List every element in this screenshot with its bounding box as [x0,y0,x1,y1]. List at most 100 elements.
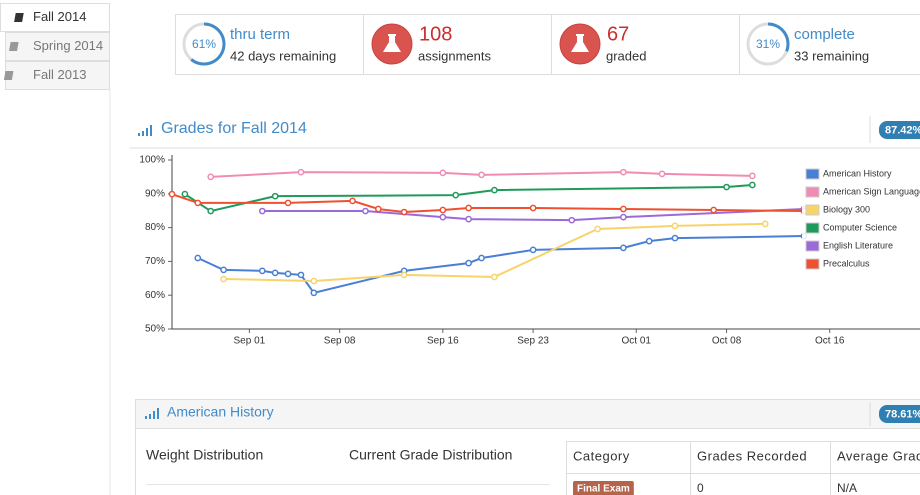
data-point [349,197,356,205]
legend-swatch [805,222,820,234]
data-point [271,192,279,200]
legend-label: Computer Science [823,222,897,232]
legend-label: English Literature [823,240,893,250]
data-point [400,208,408,216]
legend-label: American History [823,168,892,178]
legend-swatch [805,168,820,180]
column-header: Grades Recorded [697,448,807,463]
sidebar-tab[interactable]: Fall 2014 [0,3,110,32]
category-label: Final Exam [577,484,630,495]
legend-label: Biology 300 [823,204,870,214]
weight-heading: Weight Distribution [146,447,263,463]
panel-title: American History [167,404,274,420]
x-tick-label: Sep 16 [427,336,459,347]
data-point [258,207,266,215]
ring-arc [767,22,790,52]
sidebar-tab[interactable]: Fall 2013 [3,61,110,90]
data-point [220,266,227,274]
data-point [568,216,576,224]
stat-subtitle: 42 days remaining [230,48,336,63]
data-point [362,207,369,215]
data-point [658,170,666,178]
legend-swatch [805,240,820,252]
panel-title: Grades for Fall 2014 [161,120,307,137]
legend-label: Precalculus [823,258,870,268]
data-point [374,205,382,213]
stat-title: thru term [230,26,290,43]
data-point [748,172,756,180]
sidebar-tab[interactable]: Spring 2014 [5,32,110,61]
data-point [439,206,447,214]
data-point [478,254,485,262]
y-tick-label: 90% [145,188,165,199]
category-badge [573,481,634,495]
y-tick-label: 50% [145,324,165,335]
flask-icon [571,34,589,52]
data-point [297,168,305,176]
tab-label: Fall 2014 [33,9,86,24]
data-point [271,269,279,277]
data-point [671,234,679,242]
legend-swatch [805,186,820,198]
data-point [620,244,627,252]
x-tick-label: Oct 16 [815,336,845,347]
series-line [223,222,766,283]
book-icon [9,42,19,51]
tab-label: Fall 2013 [33,67,86,82]
data-point [284,270,292,278]
data-point [207,173,215,181]
data-point [465,204,472,212]
x-tick-label: Oct 08 [712,336,742,347]
data-point [761,220,769,228]
data-point [620,168,627,176]
data-point [400,271,408,279]
data-point [194,254,202,262]
data-point [439,213,447,221]
stat-title: 108 [419,23,452,45]
grade-heading: Current Grade Distribution [349,447,512,463]
stat-subtitle: 33 remaining [794,48,869,63]
y-tick-label: 70% [145,256,165,267]
stat-subtitle: assignments [418,48,491,63]
data-point [310,289,318,297]
x-tick-label: Sep 01 [234,336,266,347]
data-point [258,267,266,275]
series-line [197,235,804,294]
x-tick-label: Oct 01 [622,336,652,347]
data-point [207,207,215,215]
data-point [310,277,318,285]
data-point [194,199,202,207]
data-point [168,190,176,198]
ring-label: 61% [192,37,216,51]
flask-icon [383,34,401,52]
course-panel: American History 78.61% Weight Distribut… [135,399,920,495]
stat-subtitle: graded [606,48,646,63]
column-header: Average Grade [837,448,920,463]
data-point [529,246,537,254]
data-point [710,206,718,214]
data-point [465,259,472,267]
data-point [284,199,292,207]
legend-label: American Sign Language [823,186,920,196]
grades-panel: Grades for Fall 2014 87.42% [130,116,920,149]
stat-title: 67 [607,23,629,45]
stat-title: complete [794,26,855,43]
badge: 87.42% [885,124,920,136]
y-tick-label: 80% [145,222,165,233]
x-tick-label: Sep 23 [517,336,549,347]
data-point [465,215,472,223]
data-point [645,237,653,245]
data-point [620,205,627,213]
cell: 0 [697,481,704,495]
data-point [594,225,601,233]
data-point [723,183,730,191]
ring-arc [190,22,226,66]
data-point [491,186,498,194]
book-icon [14,13,24,22]
data-point [181,190,189,198]
panel-header [136,400,920,428]
data-point [297,271,305,279]
data-point [748,181,756,189]
